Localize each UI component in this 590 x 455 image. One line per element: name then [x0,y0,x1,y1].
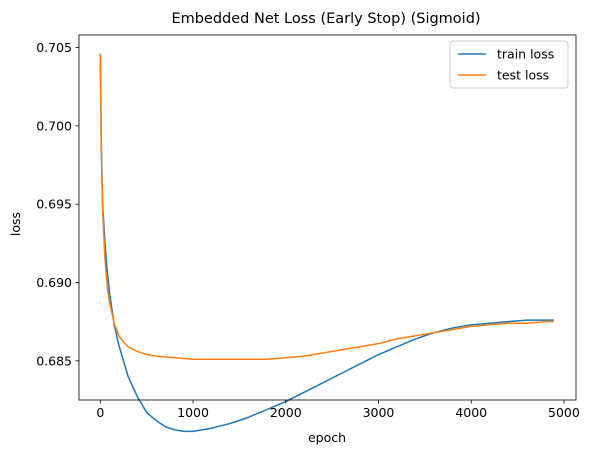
y-tick-label: 0.700 [36,118,72,133]
legend-label: train loss [497,47,554,62]
x-tick-label: 0 [96,405,104,420]
x-tick-label: 5000 [548,405,580,420]
chart-title: Embedded Net Loss (Early Stop) (Sigmoid) [171,11,480,27]
legend-label: test loss [497,68,549,83]
x-tick-label: 1000 [177,405,209,420]
plot-area [78,34,577,433]
y-tick-label: 0.685 [36,353,72,368]
series-line-train-loss [99,53,554,433]
x-axis: 0 1000 2000 3000 4000 5000 [96,400,580,420]
series-line-test-loss [99,53,554,361]
x-tick-label: 3000 [363,405,395,420]
x-tick-label: 2000 [270,405,302,420]
plot-frame [78,34,577,401]
y-tick-label: 0.695 [36,197,72,212]
y-tick-label: 0.705 [36,40,72,55]
y-axis: 0.685 0.690 0.695 0.700 0.705 [36,40,79,368]
x-tick-label: 4000 [455,405,487,420]
y-axis-label: loss [8,212,23,236]
y-tick-label: 0.690 [36,275,72,290]
legend-box [449,40,569,89]
legend: train loss test loss [449,40,569,89]
x-axis-label: epoch [308,430,346,445]
